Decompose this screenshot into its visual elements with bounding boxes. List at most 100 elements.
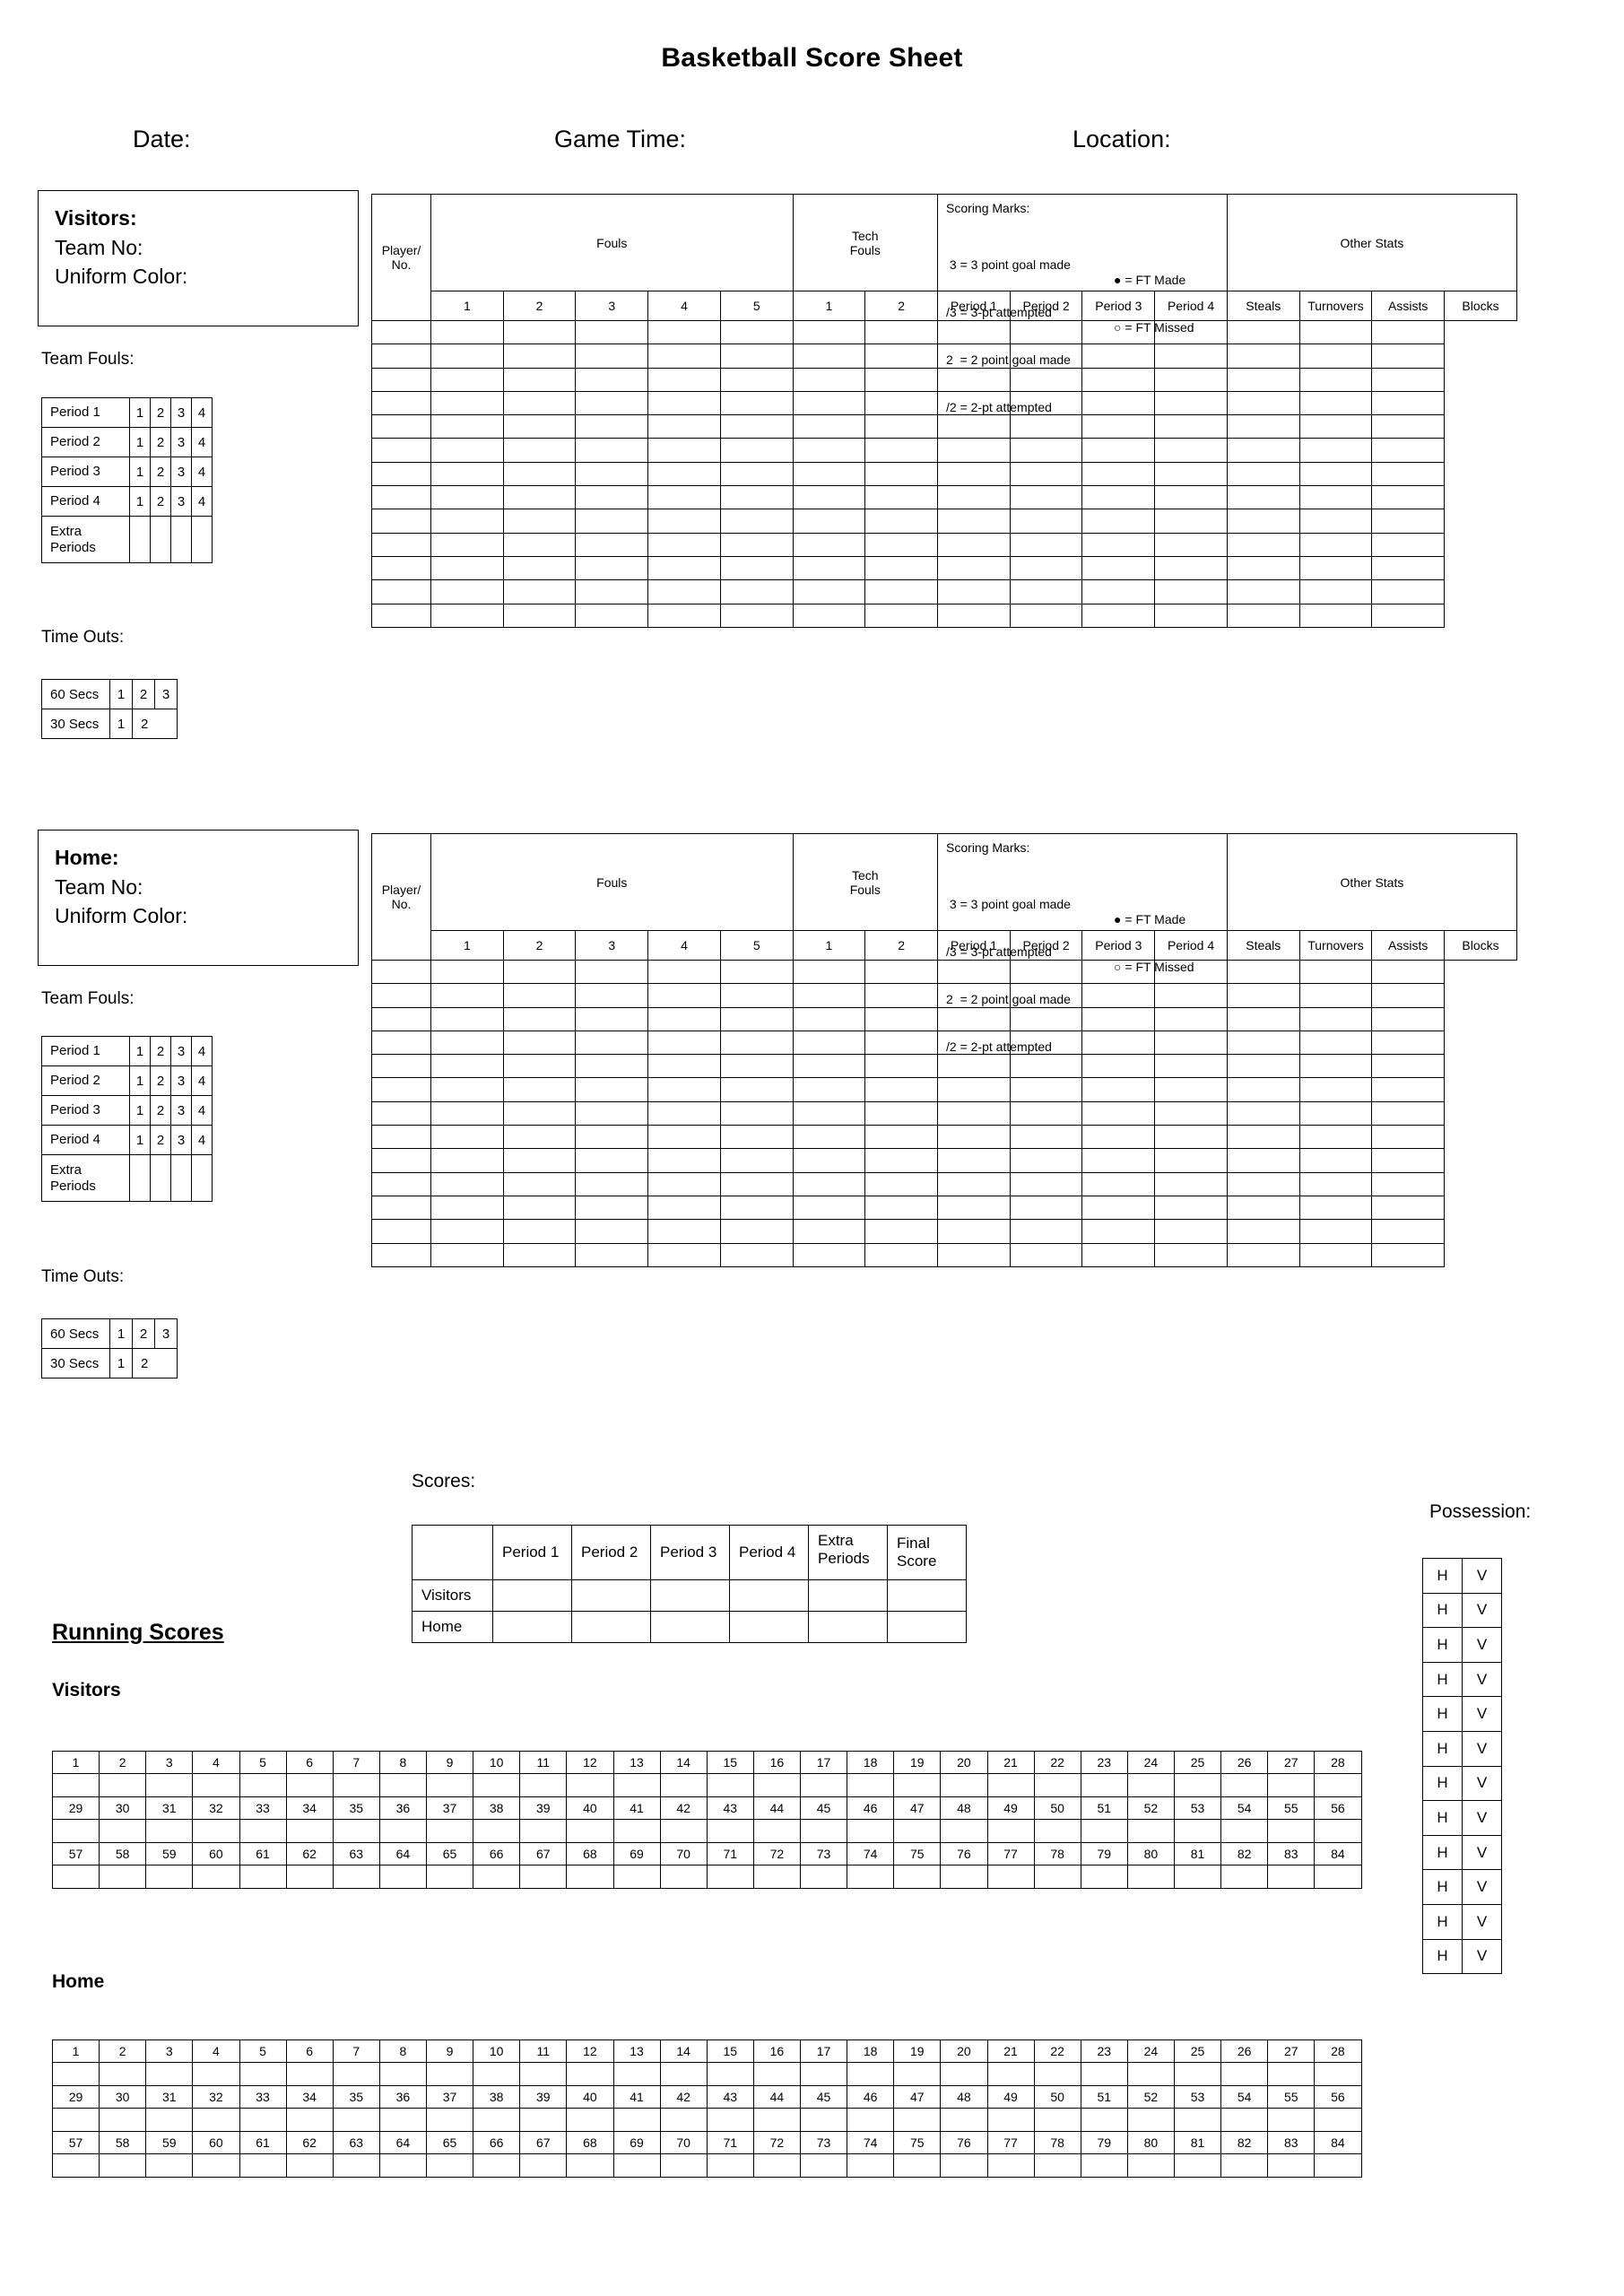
fouls-cell[interactable] bbox=[150, 1154, 171, 1202]
player-stat-cell[interactable] bbox=[937, 1077, 1011, 1102]
player-stat-cell[interactable] bbox=[575, 579, 649, 604]
player-stat-cell[interactable] bbox=[502, 603, 577, 628]
possession-visitor-cell[interactable]: V bbox=[1462, 1765, 1502, 1802]
player-stat-cell[interactable] bbox=[792, 367, 866, 392]
running-entry-cell[interactable] bbox=[145, 1773, 194, 1797]
player-stat-cell[interactable] bbox=[1226, 438, 1300, 463]
player-stat-cell[interactable] bbox=[502, 485, 577, 510]
running-entry-cell[interactable] bbox=[378, 1773, 428, 1797]
player-stat-cell[interactable] bbox=[719, 344, 794, 369]
fouls-cell[interactable]: 2 bbox=[150, 457, 171, 487]
player-stat-cell[interactable] bbox=[1081, 390, 1156, 416]
running-entry-cell[interactable] bbox=[1220, 1819, 1269, 1843]
running-entry-cell[interactable] bbox=[473, 2062, 521, 2086]
scores-cell[interactable] bbox=[571, 1579, 651, 1612]
running-entry-cell[interactable] bbox=[1173, 1865, 1222, 1889]
running-entry-cell[interactable] bbox=[1080, 2108, 1128, 2132]
player-stat-cell[interactable] bbox=[647, 319, 721, 345]
player-stat-cell[interactable] bbox=[430, 555, 504, 581]
running-entry-cell[interactable] bbox=[99, 1773, 147, 1797]
player-stat-cell[interactable] bbox=[1226, 983, 1300, 1008]
running-entry-cell[interactable] bbox=[473, 1773, 521, 1797]
player-stat-cell[interactable] bbox=[792, 579, 866, 604]
timeout-cell[interactable]: 2 bbox=[132, 679, 155, 709]
player-stat-cell[interactable] bbox=[575, 390, 649, 416]
player-stat-cell[interactable] bbox=[719, 959, 794, 985]
player-stat-cell[interactable] bbox=[502, 1077, 577, 1102]
player-stat-cell[interactable] bbox=[502, 414, 577, 439]
fouls-cell[interactable]: 2 bbox=[150, 486, 171, 517]
player-stat-cell[interactable] bbox=[575, 367, 649, 392]
player-stat-cell[interactable] bbox=[1371, 983, 1446, 1008]
running-entry-cell[interactable] bbox=[752, 1773, 802, 1797]
player-stat-cell[interactable] bbox=[1298, 1077, 1373, 1102]
running-entry-cell[interactable] bbox=[566, 2062, 614, 2086]
player-stat-cell[interactable] bbox=[937, 438, 1011, 463]
player-stat-cell[interactable] bbox=[647, 532, 721, 557]
player-stat-cell[interactable] bbox=[1371, 390, 1446, 416]
player-stat-cell[interactable] bbox=[792, 1100, 866, 1126]
fouls-cell[interactable]: 2 bbox=[150, 1125, 171, 1155]
player-stat-cell[interactable] bbox=[719, 1054, 794, 1079]
player-stat-cell[interactable] bbox=[1154, 461, 1228, 487]
running-entry-cell[interactable] bbox=[1314, 1865, 1362, 1889]
player-stat-cell[interactable] bbox=[792, 344, 866, 369]
player-stat-cell[interactable] bbox=[1081, 1006, 1156, 1031]
player-stat-cell[interactable] bbox=[647, 1077, 721, 1102]
running-entry-cell[interactable] bbox=[706, 1865, 754, 1889]
player-stat-cell[interactable] bbox=[1081, 1125, 1156, 1150]
player-stat-cell[interactable] bbox=[937, 1242, 1011, 1267]
player-stat-cell[interactable] bbox=[647, 1054, 721, 1079]
player-stat-cell[interactable] bbox=[1081, 509, 1156, 534]
player-stat-cell[interactable] bbox=[1371, 1100, 1446, 1126]
player-stat-cell[interactable] bbox=[1081, 461, 1156, 487]
possession-home-cell[interactable]: H bbox=[1422, 1696, 1463, 1732]
player-stat-cell[interactable] bbox=[371, 319, 431, 345]
player-stat-cell[interactable] bbox=[647, 1195, 721, 1221]
player-stat-cell[interactable] bbox=[1154, 1242, 1228, 1267]
timeout-cell[interactable]: 1 bbox=[109, 1318, 133, 1349]
running-entry-cell[interactable] bbox=[99, 2153, 147, 2178]
player-stat-cell[interactable] bbox=[1081, 1148, 1156, 1173]
running-entry-cell[interactable] bbox=[1033, 1819, 1081, 1843]
running-entry-cell[interactable] bbox=[1267, 1865, 1316, 1889]
player-stat-cell[interactable] bbox=[719, 1148, 794, 1173]
fouls-cell[interactable]: 3 bbox=[170, 427, 192, 457]
player-stat-cell[interactable] bbox=[1226, 1077, 1300, 1102]
fouls-cell[interactable]: 1 bbox=[129, 1125, 151, 1155]
player-stat-cell[interactable] bbox=[864, 319, 939, 345]
player-stat-cell[interactable] bbox=[371, 1195, 431, 1221]
fouls-cell[interactable] bbox=[129, 1154, 151, 1202]
running-entry-cell[interactable] bbox=[1173, 2062, 1222, 2086]
player-stat-cell[interactable] bbox=[937, 1125, 1011, 1150]
player-stat-cell[interactable] bbox=[1081, 438, 1156, 463]
player-stat-cell[interactable] bbox=[1371, 1006, 1446, 1031]
player-stat-cell[interactable] bbox=[1081, 1242, 1156, 1267]
player-stat-cell[interactable] bbox=[1154, 1054, 1228, 1079]
player-stat-cell[interactable] bbox=[1371, 959, 1446, 985]
player-stat-cell[interactable] bbox=[371, 1006, 431, 1031]
player-stat-cell[interactable] bbox=[430, 367, 504, 392]
player-stat-cell[interactable] bbox=[1226, 1054, 1300, 1079]
running-entry-cell[interactable] bbox=[1126, 2108, 1176, 2132]
running-entry-cell[interactable] bbox=[192, 1773, 240, 1797]
fouls-cell[interactable]: 4 bbox=[191, 427, 213, 457]
possession-visitor-cell[interactable]: V bbox=[1462, 1938, 1502, 1975]
player-stat-cell[interactable] bbox=[1298, 959, 1373, 985]
player-stat-cell[interactable] bbox=[430, 1148, 504, 1173]
running-entry-cell[interactable] bbox=[940, 1773, 988, 1797]
running-entry-cell[interactable] bbox=[285, 2062, 334, 2086]
player-stat-cell[interactable] bbox=[1226, 485, 1300, 510]
player-stat-cell[interactable] bbox=[430, 1054, 504, 1079]
running-entry-cell[interactable] bbox=[1314, 2108, 1362, 2132]
fouls-cell[interactable]: 1 bbox=[129, 486, 151, 517]
running-entry-cell[interactable] bbox=[612, 1773, 661, 1797]
running-entry-cell[interactable] bbox=[332, 2153, 380, 2178]
running-entry-cell[interactable] bbox=[285, 1773, 334, 1797]
running-entry-cell[interactable] bbox=[566, 2108, 614, 2132]
running-entry-cell[interactable] bbox=[1126, 1865, 1176, 1889]
player-stat-cell[interactable] bbox=[647, 1030, 721, 1056]
player-stat-cell[interactable] bbox=[575, 1030, 649, 1056]
running-entry-cell[interactable] bbox=[51, 1865, 100, 1889]
player-stat-cell[interactable] bbox=[647, 461, 721, 487]
